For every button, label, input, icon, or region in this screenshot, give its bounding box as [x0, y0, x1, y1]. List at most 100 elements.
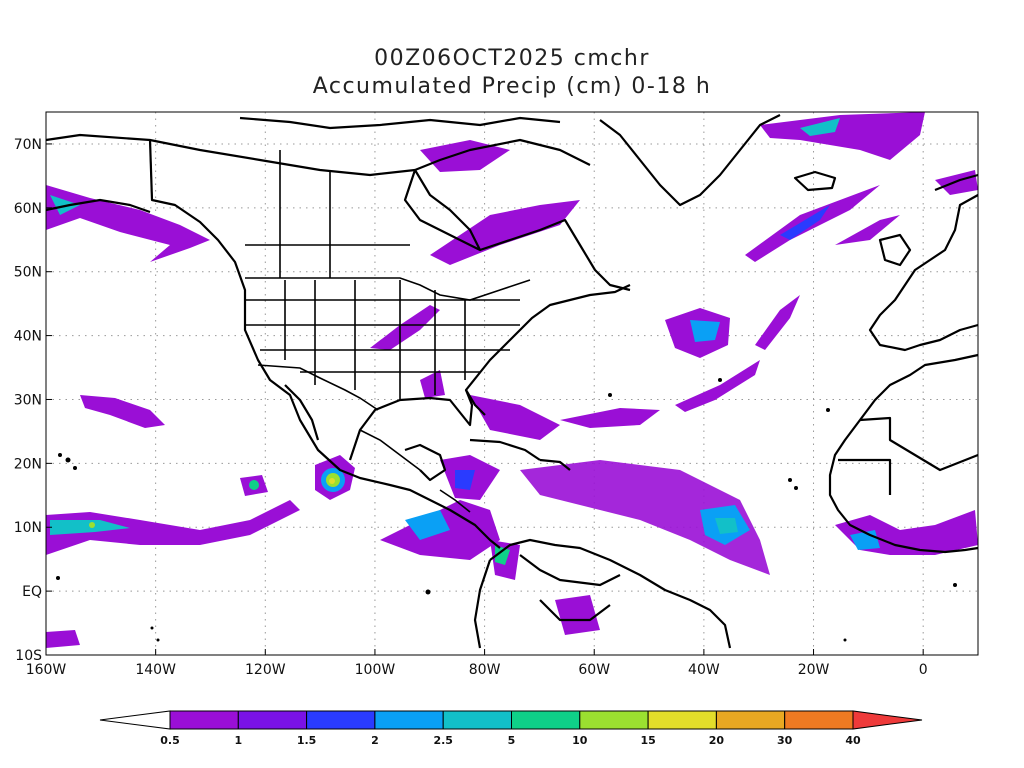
- coastline-greenland: [599, 114, 781, 207]
- coastline-florida: [465, 389, 486, 416]
- precip-area-central-america-core: [405, 510, 450, 540]
- colorbar-segment-5: [511, 710, 581, 730]
- lon-tick-label: 20W: [798, 662, 830, 678]
- colorbar-label: 20: [709, 734, 725, 747]
- precip-area-itcz-atlantic: [520, 460, 770, 575]
- colorbar-label: 5: [508, 734, 516, 747]
- coastline-baja: [284, 384, 320, 441]
- lat-tick-label: 30N: [14, 392, 42, 408]
- island-pacific-3: [156, 638, 160, 642]
- colorbar-label: 0.5: [160, 734, 180, 747]
- latitude-labels: 70N 60N 50N 40N 30N 20N 10N EQ 10S: [14, 137, 52, 664]
- coastline-british-isles: [878, 233, 912, 267]
- precip-area-greenland-core: [800, 118, 840, 136]
- lon-tick-label: 140W: [135, 662, 176, 678]
- coastline-south-america-west: [473, 559, 492, 649]
- coastline-north-america-west: [45, 133, 501, 549]
- precip-area-east-pacific-core: [249, 480, 259, 490]
- precip-area-greenland: [760, 112, 925, 160]
- island-azores: [718, 378, 722, 382]
- precip-area-yucatan: [455, 470, 475, 490]
- lon-tick-label: 160W: [26, 662, 67, 678]
- coastline-yucatan: [404, 443, 447, 482]
- coastline-gulf-mexico: [348, 284, 631, 461]
- island-hawaii-2: [65, 457, 71, 463]
- precip-area-atlantic-arc-north: [755, 295, 800, 350]
- political-borders: [149, 139, 531, 513]
- colorbar-segment-3: [374, 710, 444, 730]
- border-south-america-2: [539, 599, 611, 622]
- lat-tick-label: 70N: [14, 137, 42, 153]
- map-frame: [45, 111, 979, 656]
- colorbar-label: 10: [572, 734, 588, 747]
- precip-area-canada: [430, 200, 580, 265]
- precip-area-us-band: [370, 305, 440, 350]
- colorbar-segment-7: [647, 710, 717, 730]
- islands: [56, 378, 957, 642]
- colorbar-lower-triangle: [99, 710, 171, 730]
- chart-subtitle: Accumulated Precip (cm) 0-18 h: [312, 74, 712, 99]
- island-pacific-1: [56, 576, 60, 580]
- colorbar-label: 40: [845, 734, 861, 747]
- lon-tick-label: 120W: [245, 662, 286, 678]
- precip-area-hurricane-eye: [329, 478, 335, 484]
- lat-tick-label: EQ: [22, 584, 42, 600]
- precip-areas: [46, 112, 978, 648]
- coastline-africa: [828, 353, 979, 554]
- colorbar-label: 2: [371, 734, 379, 747]
- island-hawaii-1: [58, 453, 62, 457]
- border-africa-north: [859, 416, 979, 472]
- lat-tick-label: 10S: [15, 648, 42, 664]
- coastline-scandinavia: [934, 173, 979, 192]
- precip-area-gulf-coast: [420, 370, 445, 398]
- colorbar-label: 1: [234, 734, 242, 747]
- precip-area-hawaii-west: [80, 395, 165, 428]
- island-pacific-2: [150, 626, 154, 630]
- precip-area-florida-east: [470, 395, 560, 440]
- coastline-iceland: [793, 170, 837, 192]
- border-central-america: [439, 489, 471, 513]
- colorbar-segment-9: [784, 710, 854, 730]
- colorbar-label: 15: [640, 734, 655, 747]
- island-cape-verde-1: [788, 478, 792, 482]
- border-alaska-canada: [149, 139, 153, 201]
- colorbar-label: 1.5: [297, 734, 317, 747]
- lat-tick-label: 60N: [14, 201, 42, 217]
- chart-title: 00Z06OCT2025 cmchr: [374, 46, 650, 71]
- lon-tick-label: 100W: [355, 662, 396, 678]
- island-atlantic-south: [843, 638, 847, 642]
- colorbar-segment-4: [442, 710, 513, 730]
- precip-area-colombia-core: [495, 545, 510, 565]
- coastline-hispaniola: [539, 458, 571, 471]
- colorbar-segment-2: [306, 710, 376, 730]
- island-bermuda: [608, 393, 612, 397]
- lon-tick-label: 60W: [578, 662, 610, 678]
- island-cape-verde-2: [794, 486, 798, 490]
- lat-tick-label: 40N: [14, 329, 42, 345]
- precip-area-amazon: [555, 595, 600, 635]
- border-mexico-central: [359, 429, 421, 471]
- colorbar-segment-1: [237, 710, 308, 730]
- coastline-south-america: [489, 538, 732, 649]
- lat-tick-label: 50N: [14, 265, 42, 281]
- coastline-europe: [868, 194, 979, 352]
- colorbar-segment-0: [169, 710, 239, 730]
- lon-tick-label: 80W: [469, 662, 501, 678]
- island-canaries: [826, 408, 830, 412]
- longitude-labels: 160W 140W 120W 100W 80W 60W 40W 20W 0: [26, 649, 928, 678]
- island-hawaii-3: [73, 466, 77, 470]
- precip-area-hudson: [420, 140, 510, 172]
- border-africa-west: [838, 458, 892, 495]
- coastline-alaska-south: [45, 198, 151, 214]
- coastlines: [45, 114, 979, 649]
- precip-area-alaska: [46, 185, 210, 262]
- precip-area-itcz-pacific-core: [50, 520, 130, 535]
- precip-area-subtropical: [560, 408, 660, 428]
- island-galapagos: [425, 589, 431, 595]
- lon-tick-label: 0: [919, 662, 928, 678]
- precip-area-mid-atlantic-low-core: [690, 320, 720, 342]
- precip-area-atlantic-band-core: [780, 205, 830, 240]
- coastline-hudson-bay: [403, 169, 482, 252]
- colorbar-segment-8: [715, 710, 786, 730]
